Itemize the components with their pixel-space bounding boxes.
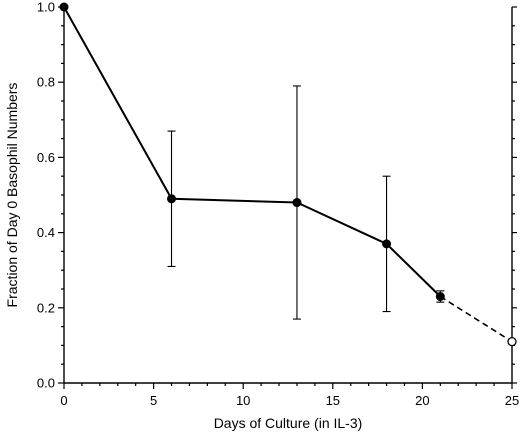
data-point xyxy=(167,194,177,204)
y-tick-label: 0.4 xyxy=(37,225,55,240)
data-point-open xyxy=(507,336,517,347)
data-point xyxy=(435,292,445,302)
y-tick-label: 0.0 xyxy=(37,376,55,391)
series xyxy=(59,2,517,347)
y-tick-label: 0.6 xyxy=(37,150,55,165)
x-tick-label: 5 xyxy=(150,393,157,408)
y-tick-label: 0.2 xyxy=(37,300,55,315)
x-tick-label: 20 xyxy=(415,393,429,408)
x-tick-label: 0 xyxy=(60,393,67,408)
ticks: 0 5 10 15 20 25 0.0 0.2 0.4 0.6 0.8 1.0 xyxy=(37,0,519,408)
y-tick-label: 1.0 xyxy=(37,0,55,15)
dashed-series-line xyxy=(439,295,513,343)
y-axis-title: Fraction of Day 0 Basophil Numbers xyxy=(4,83,20,308)
x-axis-title: Days of Culture (in IL-3) xyxy=(214,415,363,431)
axes xyxy=(63,7,513,384)
solid-series-line xyxy=(63,6,442,298)
data-point xyxy=(59,2,69,12)
data-point xyxy=(382,239,392,249)
data-point xyxy=(292,198,302,208)
y-tick-label: 0.8 xyxy=(37,75,55,90)
x-tick-label: 15 xyxy=(326,393,340,408)
x-tick-label: 25 xyxy=(505,393,519,408)
x-tick-label: 10 xyxy=(236,393,250,408)
